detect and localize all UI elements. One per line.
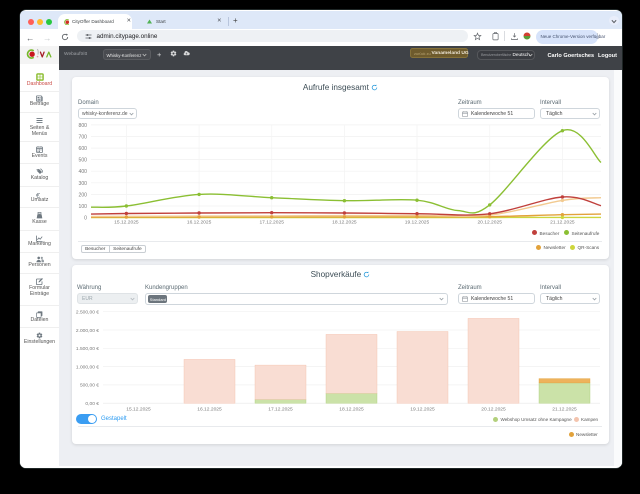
- svg-text:2.000,00 €: 2.000,00 €: [76, 328, 99, 334]
- svg-text:2.500,00 €: 2.500,00 €: [76, 310, 99, 316]
- svg-text:1.500,00 €: 1.500,00 €: [76, 346, 99, 352]
- svg-text:1.000,00 €: 1.000,00 €: [76, 364, 99, 370]
- svg-text:19.12.2025: 19.12.2025: [405, 220, 430, 226]
- svg-text:19.12.2025: 19.12.2025: [410, 407, 435, 413]
- svg-text:20.12.2025: 20.12.2025: [481, 407, 506, 413]
- svg-text:0: 0: [84, 216, 87, 222]
- svg-text:700: 700: [79, 135, 88, 141]
- svg-text:500,00 €: 500,00 €: [80, 383, 99, 389]
- svg-text:17.12.2025: 17.12.2025: [259, 220, 284, 226]
- svg-text:500: 500: [79, 158, 88, 164]
- svg-text:15.12.2025: 15.12.2025: [114, 220, 139, 226]
- svg-text:16.12.2025: 16.12.2025: [187, 220, 212, 226]
- svg-text:21.12.2025: 21.12.2025: [552, 407, 577, 413]
- svg-text:15.12.2025: 15.12.2025: [126, 407, 151, 413]
- svg-text:100: 100: [79, 204, 88, 210]
- svg-text:18.12.2025: 18.12.2025: [339, 407, 364, 413]
- svg-text:400: 400: [79, 169, 88, 175]
- svg-text:600: 600: [79, 146, 88, 152]
- svg-text:17.12.2025: 17.12.2025: [268, 407, 293, 413]
- svg-text:18.12.2025: 18.12.2025: [332, 220, 357, 226]
- svg-text:200: 200: [79, 192, 88, 198]
- svg-text:300: 300: [79, 181, 88, 187]
- svg-text:0,00 €: 0,00 €: [85, 401, 99, 407]
- svg-text:21.12.2025: 21.12.2025: [550, 220, 575, 226]
- svg-text:16.12.2025: 16.12.2025: [197, 407, 222, 413]
- svg-text:20.12.2025: 20.12.2025: [477, 220, 502, 226]
- svg-text:800: 800: [79, 123, 88, 129]
